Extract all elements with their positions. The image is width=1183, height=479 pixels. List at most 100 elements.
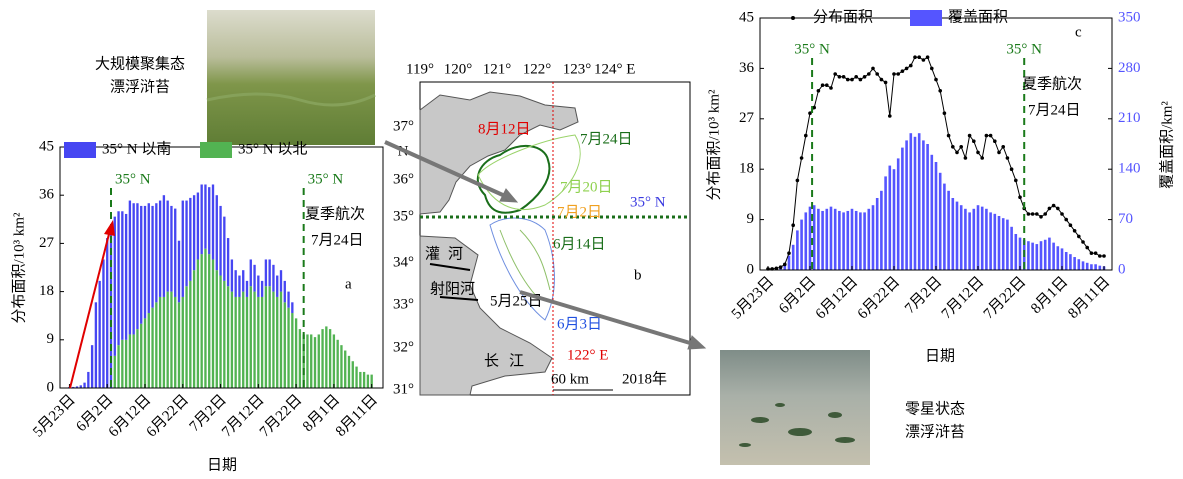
lat-line-label: 35° N <box>630 194 666 210</box>
point <box>1027 212 1031 216</box>
bar <box>204 249 206 388</box>
bar <box>1027 241 1030 270</box>
annotation: 夏季航次 <box>1022 75 1082 92</box>
bar <box>329 329 331 388</box>
bar <box>977 205 980 270</box>
point <box>1001 145 1005 149</box>
y2-axis-label: 覆盖面积/km² <box>1158 101 1175 189</box>
bar <box>363 372 365 388</box>
bar <box>159 201 161 297</box>
lon-label: 123° <box>563 61 592 77</box>
point <box>1006 156 1010 160</box>
point <box>787 251 791 255</box>
x-tick-label: 7月12日 <box>939 274 987 322</box>
point <box>1085 246 1089 250</box>
point <box>1048 207 1052 211</box>
point <box>1035 212 1039 216</box>
bar <box>148 313 150 388</box>
bar <box>968 212 971 270</box>
bar <box>998 216 1001 270</box>
point <box>976 151 980 155</box>
bar <box>1086 263 1089 270</box>
bar <box>994 214 997 270</box>
bar <box>189 198 191 281</box>
point <box>791 223 795 227</box>
point <box>804 134 808 138</box>
bar <box>855 211 858 270</box>
bar <box>355 367 357 388</box>
bar <box>325 326 327 388</box>
bar <box>280 292 282 388</box>
bar <box>884 176 887 270</box>
bar <box>170 206 172 292</box>
bar <box>182 201 184 297</box>
panel-label: c <box>1075 24 1082 40</box>
bar <box>943 184 946 270</box>
bar <box>280 270 282 291</box>
bar <box>140 206 142 324</box>
x-tick-label: 6月22日 <box>855 274 903 322</box>
bar <box>204 184 206 248</box>
bar <box>163 195 165 297</box>
point <box>892 72 896 76</box>
bar <box>238 297 240 388</box>
bar <box>268 286 270 388</box>
bar <box>830 207 833 270</box>
point <box>938 89 942 93</box>
point <box>901 69 905 73</box>
bar <box>1052 243 1055 270</box>
x-tick-label: 7月22日 <box>257 392 305 440</box>
date-label: 6月3日 <box>557 316 602 332</box>
point <box>997 151 1001 155</box>
river-label: 射阳河 <box>430 280 475 297</box>
y-axis-label: 分布面积/10³ km² <box>10 212 27 324</box>
point <box>905 67 909 71</box>
point <box>968 134 972 138</box>
bar <box>144 206 146 318</box>
bar <box>106 238 108 388</box>
y2-tick-label: 280 <box>1118 60 1141 76</box>
bar <box>276 297 278 388</box>
point <box>1039 215 1043 219</box>
point <box>926 55 930 59</box>
bar <box>336 340 338 388</box>
photo <box>207 10 375 145</box>
point <box>972 139 976 143</box>
bar <box>185 286 187 388</box>
date-label: 7月2日 <box>557 204 602 220</box>
bar <box>117 345 119 388</box>
bar <box>1057 246 1060 270</box>
x-tick-label: 6月12日 <box>813 274 861 322</box>
point <box>964 156 968 160</box>
point <box>842 75 846 79</box>
lon-label: 119° <box>406 61 434 77</box>
bar <box>1069 254 1072 270</box>
y2-tick-label: 70 <box>1118 211 1133 227</box>
lat-label: 36° <box>393 171 414 187</box>
legend-swatch <box>910 10 942 26</box>
bar <box>272 265 274 292</box>
bar <box>922 140 925 270</box>
bar <box>367 375 369 388</box>
bar <box>189 281 191 388</box>
bar <box>872 205 875 270</box>
point <box>934 78 938 82</box>
bar <box>166 201 168 292</box>
bar <box>291 302 293 313</box>
bar <box>340 345 342 388</box>
point <box>1010 167 1014 171</box>
bar <box>880 191 883 270</box>
point <box>896 72 900 76</box>
point <box>821 83 825 87</box>
bar <box>242 270 244 291</box>
point <box>1098 254 1102 258</box>
point <box>951 145 955 149</box>
bar <box>1090 264 1093 270</box>
point <box>913 55 917 59</box>
bar <box>182 297 184 388</box>
bar <box>246 281 248 297</box>
bar <box>185 201 187 287</box>
bar <box>98 281 100 388</box>
point <box>943 111 947 115</box>
bar <box>939 173 942 270</box>
